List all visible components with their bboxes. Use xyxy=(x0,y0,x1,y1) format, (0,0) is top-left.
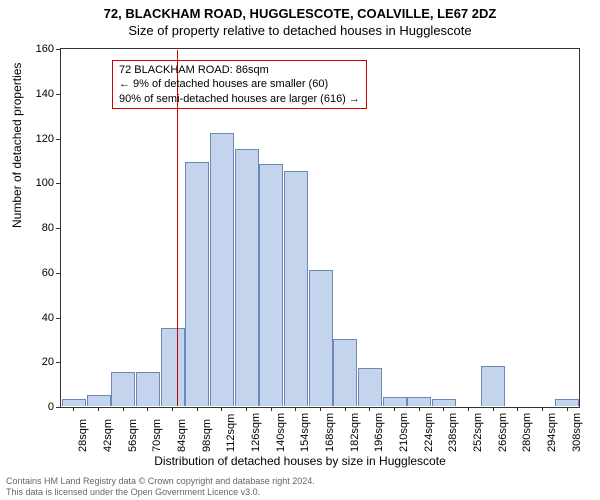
x-tick-label: 168sqm xyxy=(324,413,336,452)
histogram-bar xyxy=(432,399,456,406)
x-tick-label: 238sqm xyxy=(447,413,459,452)
chart-titles: 72, BLACKHAM ROAD, HUGGLESCOTE, COALVILL… xyxy=(0,6,600,40)
histogram-bar xyxy=(62,399,86,406)
x-tick-label: 140sqm xyxy=(275,413,287,452)
x-tick-mark xyxy=(197,407,198,411)
x-tick-mark xyxy=(468,407,469,411)
y-tick-label: 120 xyxy=(24,133,54,145)
footer-line1: Contains HM Land Registry data © Crown c… xyxy=(6,476,315,487)
y-tick-label: 80 xyxy=(24,222,54,234)
annotation-line3: 90% of semi-detached houses are larger (… xyxy=(119,92,360,106)
x-tick-label: 210sqm xyxy=(398,413,410,452)
annotation-box: 72 BLACKHAM ROAD: 86sqm ← 9% of detached… xyxy=(112,60,367,109)
x-tick-mark xyxy=(172,407,173,411)
x-tick-mark xyxy=(123,407,124,411)
x-tick-label: 224sqm xyxy=(423,413,435,452)
x-tick-mark xyxy=(320,407,321,411)
annotation-line2: ← 9% of detached houses are smaller (60) xyxy=(119,77,360,91)
histogram-bar xyxy=(235,149,259,406)
histogram-bar xyxy=(210,133,234,406)
x-tick-label: 294sqm xyxy=(546,413,558,452)
x-tick-label: 280sqm xyxy=(521,413,533,452)
x-tick-label: 28sqm xyxy=(77,419,89,452)
histogram-bar xyxy=(161,328,185,406)
chart-container: 72, BLACKHAM ROAD, HUGGLESCOTE, COALVILL… xyxy=(0,0,600,500)
x-tick-mark xyxy=(493,407,494,411)
x-tick-mark xyxy=(345,407,346,411)
y-tick-mark xyxy=(56,273,60,274)
y-tick-mark xyxy=(56,318,60,319)
x-tick-label: 308sqm xyxy=(571,413,583,452)
histogram-bar xyxy=(87,395,111,406)
x-tick-mark xyxy=(443,407,444,411)
x-tick-label: 182sqm xyxy=(349,413,361,452)
y-tick-label: 40 xyxy=(24,312,54,324)
x-tick-label: 84sqm xyxy=(176,419,188,452)
histogram-bar xyxy=(358,368,382,406)
y-tick-mark xyxy=(56,49,60,50)
y-tick-mark xyxy=(56,362,60,363)
x-tick-mark xyxy=(246,407,247,411)
x-tick-label: 196sqm xyxy=(373,413,385,452)
title-address: 72, BLACKHAM ROAD, HUGGLESCOTE, COALVILL… xyxy=(0,6,600,23)
histogram-bar xyxy=(259,164,283,406)
x-tick-mark xyxy=(73,407,74,411)
title-subtitle: Size of property relative to detached ho… xyxy=(0,23,600,40)
x-tick-mark xyxy=(369,407,370,411)
y-tick-mark xyxy=(56,183,60,184)
x-tick-mark xyxy=(295,407,296,411)
histogram-bar xyxy=(185,162,209,406)
histogram-bar xyxy=(333,339,357,406)
histogram-bar xyxy=(383,397,407,406)
x-tick-label: 98sqm xyxy=(201,419,213,452)
histogram-bar xyxy=(407,397,431,406)
histogram-bar xyxy=(111,372,135,406)
histogram-bar xyxy=(136,372,160,406)
y-tick-label: 140 xyxy=(24,88,54,100)
x-tick-label: 112sqm xyxy=(225,414,237,452)
y-tick-label: 100 xyxy=(24,177,54,189)
x-tick-mark xyxy=(567,407,568,411)
histogram-bar xyxy=(555,399,579,406)
x-tick-mark xyxy=(147,407,148,411)
x-tick-label: 126sqm xyxy=(250,413,262,452)
y-axis-label: Number of detached properties xyxy=(10,63,24,228)
x-tick-label: 70sqm xyxy=(151,419,163,452)
x-tick-mark xyxy=(271,407,272,411)
histogram-bar xyxy=(284,171,308,406)
x-tick-mark xyxy=(98,407,99,411)
y-tick-mark xyxy=(56,94,60,95)
y-tick-mark xyxy=(56,407,60,408)
x-tick-label: 252sqm xyxy=(472,413,484,452)
x-tick-label: 42sqm xyxy=(102,419,114,452)
x-tick-mark xyxy=(517,407,518,411)
x-tick-mark xyxy=(221,407,222,411)
y-tick-mark xyxy=(56,139,60,140)
x-tick-label: 266sqm xyxy=(497,413,509,452)
footer-line2: This data is licensed under the Open Gov… xyxy=(6,487,315,498)
x-tick-label: 56sqm xyxy=(127,419,139,452)
x-tick-mark xyxy=(394,407,395,411)
y-tick-label: 0 xyxy=(24,401,54,413)
x-tick-label: 154sqm xyxy=(299,413,311,452)
annotation-line1: 72 BLACKHAM ROAD: 86sqm xyxy=(119,63,360,77)
chart-area: 72 BLACKHAM ROAD: 86sqm ← 9% of detached… xyxy=(60,48,580,408)
footer-attribution: Contains HM Land Registry data © Crown c… xyxy=(6,476,315,498)
y-tick-label: 20 xyxy=(24,356,54,368)
y-tick-label: 160 xyxy=(24,43,54,55)
histogram-bar xyxy=(309,270,333,406)
x-tick-mark xyxy=(419,407,420,411)
y-tick-mark xyxy=(56,228,60,229)
y-tick-label: 60 xyxy=(24,267,54,279)
x-tick-mark xyxy=(542,407,543,411)
histogram-bar xyxy=(481,366,505,406)
x-axis-label: Distribution of detached houses by size … xyxy=(0,454,600,468)
